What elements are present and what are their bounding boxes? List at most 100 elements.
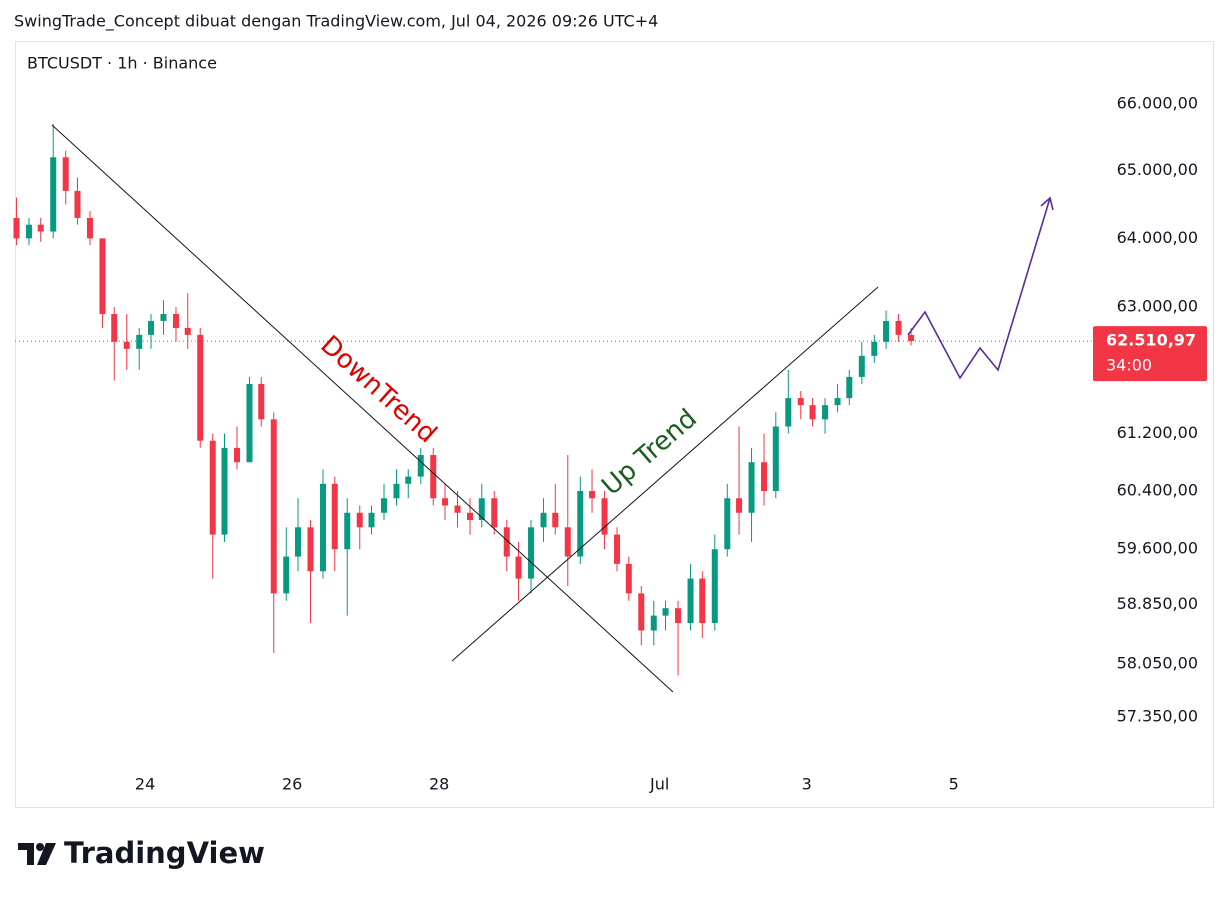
candle-body	[478, 498, 485, 521]
candle-body	[858, 355, 865, 377]
candle-body	[430, 455, 437, 499]
candle-body	[577, 491, 584, 557]
candle-body	[331, 483, 338, 550]
candle-body	[871, 341, 878, 356]
candle-body	[209, 440, 216, 535]
logo-dot	[36, 843, 44, 851]
candle-body	[25, 224, 32, 239]
candle-body	[123, 341, 130, 349]
candle-body	[772, 426, 779, 492]
candle-body	[307, 527, 314, 572]
x-tick-label: Jul	[649, 775, 669, 794]
candle-body	[13, 217, 20, 239]
candle-body	[552, 512, 559, 528]
frame	[15, 41, 1214, 808]
downtrend-line	[51, 124, 674, 693]
candle-body	[160, 314, 167, 321]
brand: TradingView	[64, 836, 265, 870]
candle-body	[246, 383, 253, 463]
candle-body	[344, 512, 351, 550]
candle-body	[99, 238, 106, 315]
candle-body	[442, 498, 449, 506]
candle-body	[650, 615, 657, 631]
candle-body	[136, 334, 143, 349]
candle-body	[797, 398, 804, 406]
candle-body	[221, 447, 228, 535]
countdown: 34:00	[1106, 356, 1152, 375]
candle-body	[356, 512, 363, 528]
candle-body	[711, 549, 718, 624]
x-tick-label: 26	[282, 775, 302, 794]
candle-body	[761, 462, 768, 492]
candle-body	[625, 563, 632, 594]
x-tick-label: 3	[802, 775, 812, 794]
candle-body	[638, 593, 645, 631]
y-tick-label: 58.050,00	[1117, 654, 1198, 673]
candle-body	[62, 157, 69, 191]
candle-body	[491, 498, 498, 528]
candle-body	[184, 327, 191, 335]
plot: 66.000,00 65.000,00 64.000,00 63.000,00 61.2…	[13, 94, 1213, 794]
candle-body	[908, 334, 915, 342]
candle-body	[368, 512, 375, 528]
chart-title: BTCUSDT · 1h · Binance	[27, 54, 217, 73]
y-tick-label: 57.350,00	[1117, 707, 1198, 726]
candle-body	[736, 498, 743, 513]
candle-body	[111, 314, 118, 342]
candle-body	[834, 398, 841, 406]
candle-body	[258, 383, 265, 420]
uptrend-line	[451, 286, 879, 662]
x-tick-label: 28	[429, 775, 449, 794]
candle-body	[614, 534, 621, 564]
candle-body	[540, 512, 547, 528]
y-tick-label: 58.850,00	[1117, 594, 1198, 613]
projection	[907, 197, 1051, 380]
candle-body	[601, 498, 608, 535]
y-tick-label: 60.400,00	[1117, 481, 1198, 500]
candle-body	[748, 462, 755, 513]
candle-body	[37, 224, 44, 232]
candle-body	[467, 512, 474, 521]
candle-body	[515, 556, 522, 579]
candle-body	[319, 483, 326, 572]
candle-body	[172, 314, 179, 328]
candle-body	[197, 334, 204, 441]
candle-body	[270, 419, 277, 594]
candle-body	[393, 483, 400, 499]
candle-body	[454, 505, 461, 513]
projection-arrow	[1040, 196, 1054, 211]
candle-body	[295, 527, 302, 557]
candle-body	[809, 405, 816, 420]
candle-body	[724, 498, 731, 550]
candle-body	[822, 405, 829, 420]
candle-body	[675, 608, 682, 624]
logo-mark	[37, 843, 56, 865]
y-tick-label: 66.000,00	[1117, 94, 1198, 113]
candle-body	[895, 320, 902, 335]
candle-body	[74, 190, 81, 218]
candle-body	[564, 527, 571, 557]
candle-body	[785, 398, 792, 427]
candle-body	[528, 527, 535, 579]
y-tick-label: 61.200,00	[1117, 423, 1198, 442]
candle-body	[503, 527, 510, 557]
y-tick-label: 63.000,00	[1117, 297, 1198, 316]
logo-mark	[18, 843, 34, 865]
candle-body	[662, 608, 669, 616]
x-tick-label: 24	[135, 775, 155, 794]
candle-body	[381, 498, 388, 513]
candle-body	[147, 320, 154, 335]
candle-body	[589, 491, 596, 499]
candle-body	[233, 447, 240, 463]
x-tick-label: 5	[949, 775, 959, 794]
candle-body	[86, 217, 93, 239]
candle-body	[883, 320, 890, 342]
y-tick-label: 59.600,00	[1117, 539, 1198, 558]
candle-body	[283, 556, 290, 594]
price-tag-label: 62.510,97	[1106, 331, 1196, 350]
candle-body	[846, 376, 853, 399]
header: SwingTrade_Concept dibuat dengan Trading…	[14, 12, 658, 32]
